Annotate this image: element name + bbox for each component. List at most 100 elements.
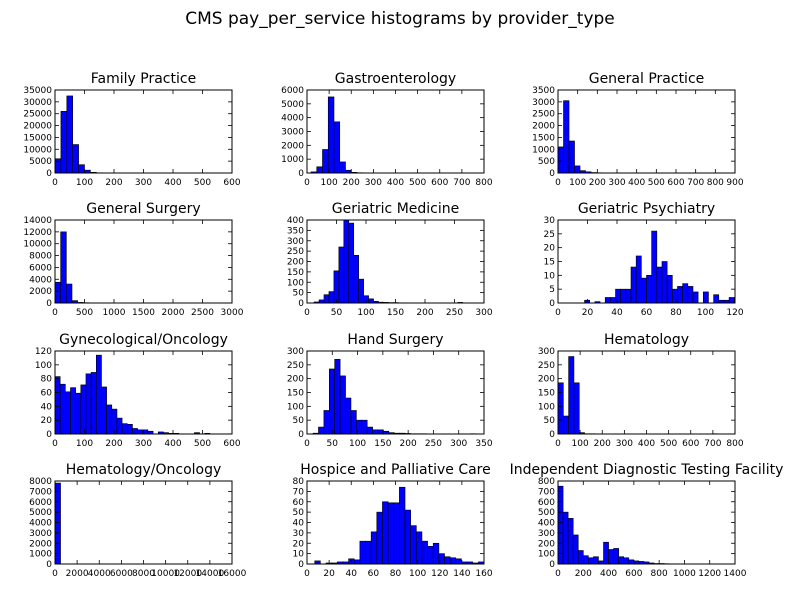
- x-tick-label: 500: [194, 178, 211, 188]
- x-tick-label: 400: [628, 178, 645, 188]
- histogram-bar: [322, 149, 329, 174]
- y-tick-label: 100: [287, 402, 304, 412]
- histogram-bar: [613, 548, 619, 565]
- x-tick-label: 200: [416, 308, 433, 318]
- histogram-bar: [366, 426, 373, 435]
- histogram-bar: [323, 410, 330, 435]
- histogram-bar: [603, 541, 609, 565]
- histogram-bar: [656, 266, 663, 304]
- histogram-bar: [126, 424, 133, 435]
- y-tick-label: 150: [538, 389, 555, 399]
- subplot-title: Gynecological/Oncology: [59, 332, 228, 348]
- x-tick-label: 200: [594, 439, 611, 449]
- subplot-title: Geriatric Psychiatry: [578, 201, 715, 217]
- histogram-bar: [427, 546, 434, 565]
- y-tick-label: 20: [293, 539, 305, 549]
- y-tick-label: 14000: [23, 216, 52, 226]
- y-tick-label: 15000: [23, 133, 52, 143]
- histogram-bar: [54, 376, 61, 435]
- x-tick-label: 800: [707, 178, 724, 188]
- histogram-bar: [604, 297, 611, 304]
- x-tick-label: 0: [52, 439, 58, 449]
- x-tick-label: 500: [76, 308, 93, 318]
- x-tick-label: 250: [446, 308, 463, 318]
- x-tick-label: 20: [582, 308, 594, 318]
- histogram-gastroenterology: Gastroenterology 0 100 200 300 400 500 600 700 80…: [281, 71, 493, 188]
- y-tick-label: 8000: [29, 252, 52, 262]
- plot-frame: [54, 89, 233, 174]
- x-tick-label: 400: [164, 178, 181, 188]
- histogram-bar: [415, 531, 423, 565]
- x-tick-label: 700: [687, 178, 704, 188]
- subplot-title: Gastroenterology: [335, 71, 456, 87]
- y-tick-label: 1000: [281, 155, 304, 165]
- histogram-bar: [106, 404, 113, 435]
- histogram-bar: [339, 375, 346, 435]
- histogram-bar: [661, 261, 668, 304]
- x-tick-label: 800: [651, 569, 668, 579]
- histogram-bar: [577, 550, 584, 565]
- x-tick-label: 16000: [218, 569, 247, 579]
- histogram-bar: [382, 501, 389, 565]
- histogram-bar: [713, 294, 720, 304]
- y-tick-label: 600: [538, 498, 555, 508]
- x-tick-label: 3000: [221, 308, 244, 318]
- histogram-bar: [343, 219, 350, 304]
- y-tick-label: 10: [293, 550, 305, 560]
- x-tick-label: 0: [555, 569, 561, 579]
- histogram-bar: [557, 485, 564, 565]
- y-tick-label: 6000: [281, 86, 304, 96]
- x-tick-label: 500: [409, 178, 426, 188]
- y-tick-label: 4000: [29, 275, 52, 285]
- histogram-bar: [372, 429, 379, 435]
- histogram-bar: [728, 297, 735, 304]
- x-tick-label: 0: [52, 569, 58, 579]
- histogram-bar: [66, 95, 74, 174]
- histogram-bar: [65, 391, 71, 435]
- histogram-bar: [568, 140, 575, 174]
- plot-frame: [54, 219, 233, 304]
- histogram-bar: [588, 557, 594, 565]
- x-tick-label: 900: [726, 178, 743, 188]
- subplot-title: Independent Diagnostic Testing Facility: [510, 462, 784, 478]
- x-tick-label: 1000: [103, 308, 126, 318]
- x-tick-label: 200: [400, 439, 417, 449]
- histogram-bar: [593, 556, 599, 565]
- histogram-bar: [630, 266, 637, 304]
- x-tick-label: 50: [327, 439, 339, 449]
- y-tick-label: 30: [293, 529, 305, 539]
- x-tick-label: 800: [475, 178, 492, 188]
- histogram-bar: [444, 556, 451, 565]
- y-tick-label: 200: [538, 375, 555, 385]
- x-tick-label: 14000: [196, 569, 225, 579]
- subplot-title: Family Practice: [91, 71, 196, 87]
- histogram-bar: [365, 540, 372, 565]
- y-tick-label: 80: [41, 375, 53, 385]
- x-tick-label: 2000: [162, 308, 185, 318]
- histogram-bar: [361, 419, 368, 435]
- y-tick-label: 50: [544, 416, 556, 426]
- histogram-bar: [618, 556, 625, 565]
- y-tick-label: 0: [46, 169, 52, 179]
- y-tick-label: 100: [538, 402, 555, 412]
- histogram-bar: [358, 278, 364, 304]
- histogram-bar: [78, 164, 85, 174]
- y-tick-label: 30: [544, 216, 556, 226]
- x-tick-label: 600: [667, 178, 684, 188]
- y-tick-label: 5000: [29, 157, 52, 167]
- x-tick-label: 200: [343, 178, 360, 188]
- histogram-bar: [316, 166, 323, 174]
- histogram-bar: [572, 534, 579, 565]
- x-tick-label: 300: [450, 439, 467, 449]
- x-tick-label: 6000: [110, 569, 133, 579]
- x-tick-label: 300: [135, 439, 152, 449]
- histogram-bar: [353, 254, 359, 304]
- y-tick-label: 3500: [532, 86, 555, 96]
- x-tick-label: 12000: [173, 569, 202, 579]
- x-tick-label: 150: [374, 439, 391, 449]
- x-tick-label: 300: [608, 178, 625, 188]
- plot-frame: [306, 219, 485, 304]
